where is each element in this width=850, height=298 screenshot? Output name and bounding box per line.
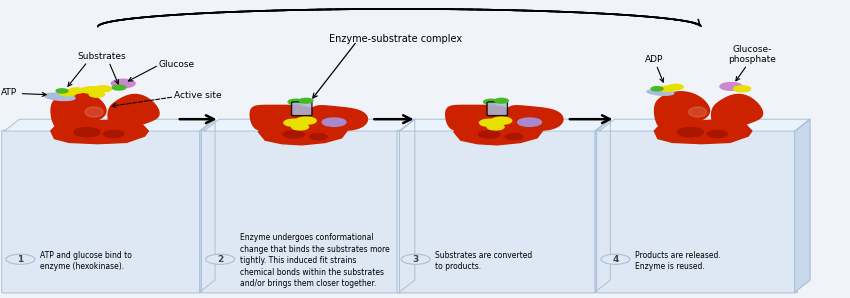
Text: Enzyme-substrate complex: Enzyme-substrate complex [329, 34, 462, 44]
Polygon shape [711, 94, 762, 129]
Circle shape [479, 131, 500, 138]
Circle shape [491, 117, 512, 124]
Circle shape [111, 79, 135, 88]
Polygon shape [51, 92, 106, 130]
Polygon shape [307, 106, 367, 130]
Ellipse shape [647, 89, 674, 95]
Polygon shape [454, 122, 542, 145]
Ellipse shape [44, 93, 75, 100]
Circle shape [292, 124, 309, 130]
Circle shape [660, 86, 675, 91]
Ellipse shape [85, 107, 103, 117]
Circle shape [60, 90, 76, 96]
Text: ATP: ATP [2, 89, 17, 97]
Circle shape [309, 134, 327, 140]
Ellipse shape [688, 107, 706, 117]
Text: 2: 2 [217, 255, 224, 264]
Polygon shape [204, 119, 415, 131]
FancyBboxPatch shape [487, 102, 507, 116]
FancyBboxPatch shape [201, 130, 402, 293]
FancyBboxPatch shape [292, 102, 312, 116]
Polygon shape [250, 105, 320, 131]
Circle shape [484, 99, 499, 105]
Text: Glucose: Glucose [159, 60, 195, 69]
Circle shape [82, 87, 100, 93]
Circle shape [322, 118, 346, 126]
Circle shape [479, 119, 500, 126]
Circle shape [112, 85, 126, 90]
Circle shape [104, 131, 124, 138]
Text: ATP and glucose bind to
enzyme (hexokinase).: ATP and glucose bind to enzyme (hexokina… [40, 251, 132, 271]
Circle shape [734, 86, 751, 92]
Polygon shape [108, 94, 159, 129]
FancyBboxPatch shape [2, 130, 202, 293]
Circle shape [518, 118, 541, 126]
Text: Glucose-
phosphate: Glucose- phosphate [728, 45, 776, 64]
Circle shape [487, 124, 504, 130]
Text: Substrates: Substrates [77, 52, 127, 61]
Polygon shape [595, 119, 610, 292]
Circle shape [601, 254, 630, 264]
Circle shape [296, 117, 316, 124]
Polygon shape [400, 119, 415, 292]
Circle shape [283, 131, 304, 138]
Text: Active site: Active site [174, 91, 222, 100]
Circle shape [720, 83, 742, 90]
Polygon shape [654, 92, 710, 130]
Circle shape [495, 98, 508, 103]
Circle shape [668, 84, 683, 90]
Polygon shape [51, 119, 149, 144]
Circle shape [89, 92, 105, 97]
Text: ADP: ADP [645, 55, 664, 64]
Text: Substrates are converted
to products.: Substrates are converted to products. [435, 251, 532, 271]
Circle shape [677, 128, 704, 137]
Polygon shape [502, 106, 563, 130]
Text: 4: 4 [612, 255, 619, 264]
Circle shape [651, 87, 663, 91]
Circle shape [401, 254, 430, 264]
Circle shape [288, 99, 303, 105]
Circle shape [56, 89, 68, 93]
Circle shape [284, 119, 304, 126]
Circle shape [94, 86, 111, 92]
Polygon shape [795, 119, 810, 292]
Circle shape [505, 134, 523, 140]
Text: Enzyme undergoes conformational
change that binds the substrates more
tightly. T: Enzyme undergoes conformational change t… [240, 233, 389, 288]
FancyBboxPatch shape [397, 130, 598, 293]
Polygon shape [445, 105, 515, 131]
Polygon shape [599, 119, 810, 131]
Circle shape [707, 131, 728, 138]
Polygon shape [200, 119, 215, 292]
Polygon shape [4, 119, 215, 131]
Text: Products are released.
Enzyme is reused.: Products are released. Enzyme is reused. [635, 251, 721, 271]
Polygon shape [258, 122, 347, 145]
FancyBboxPatch shape [597, 130, 797, 293]
Circle shape [74, 128, 100, 137]
Circle shape [299, 98, 313, 103]
Circle shape [69, 88, 84, 93]
Text: 1: 1 [17, 255, 24, 264]
Text: 3: 3 [412, 255, 419, 264]
Circle shape [206, 254, 235, 264]
Polygon shape [400, 119, 610, 131]
Polygon shape [654, 119, 751, 144]
Circle shape [6, 254, 35, 264]
